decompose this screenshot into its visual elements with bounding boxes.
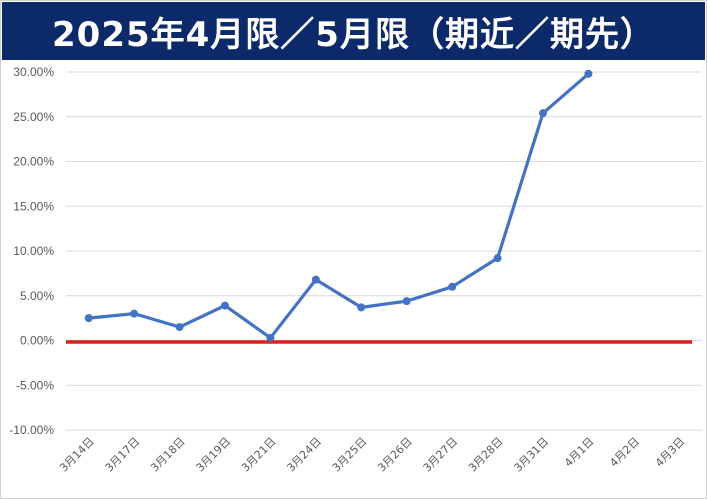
y-tick-label: 0.00% (20, 334, 54, 348)
data-point (584, 69, 593, 78)
x-tick-label: 4月3日 (653, 435, 688, 470)
data-point (539, 109, 547, 118)
x-tick-label: 4月2日 (607, 435, 642, 470)
x-tick-label: 3月14日 (57, 435, 97, 475)
x-tick-label: 3月26日 (375, 435, 415, 475)
y-tick-label: 15.00% (13, 199, 54, 213)
data-point (311, 275, 320, 284)
data-point (84, 314, 93, 323)
data-point (266, 333, 275, 342)
x-tick-label: 3月24日 (284, 435, 324, 475)
x-tick-label: 3月21日 (239, 435, 279, 475)
x-tick-label: 3月28日 (466, 435, 506, 475)
y-tick-label: 25.00% (13, 110, 54, 124)
y-tick-label: 20.00% (13, 155, 54, 169)
data-point (130, 309, 139, 318)
x-tick-label: 3月25日 (330, 435, 370, 475)
y-tick-label: 10.00% (13, 244, 54, 258)
x-tick-label: 3月27日 (421, 435, 461, 475)
data-point (175, 323, 184, 332)
y-tick-label: 30.00% (13, 65, 54, 79)
y-tick-label: -5.00% (16, 378, 54, 392)
data-point (221, 301, 229, 310)
data-point (402, 297, 411, 306)
y-tick-label: -10.00% (9, 423, 54, 437)
x-tick-label: 3月17日 (103, 435, 143, 475)
x-tick-label: 3月18日 (148, 435, 188, 475)
chart-title: 2025年4月限／5月限（期近／期先） (52, 14, 655, 55)
data-point (448, 282, 457, 291)
x-tick-label: 4月1日 (562, 435, 597, 470)
y-tick-label: 5.00% (20, 289, 54, 303)
title-bar: 2025年4月限／5月限（期近／期先） (2, 2, 705, 60)
data-point (357, 303, 366, 312)
data-point (493, 254, 502, 263)
series-line (87, 72, 591, 340)
x-tick-label: 3月19日 (194, 435, 234, 475)
x-tick-label: 3月31日 (512, 435, 552, 475)
